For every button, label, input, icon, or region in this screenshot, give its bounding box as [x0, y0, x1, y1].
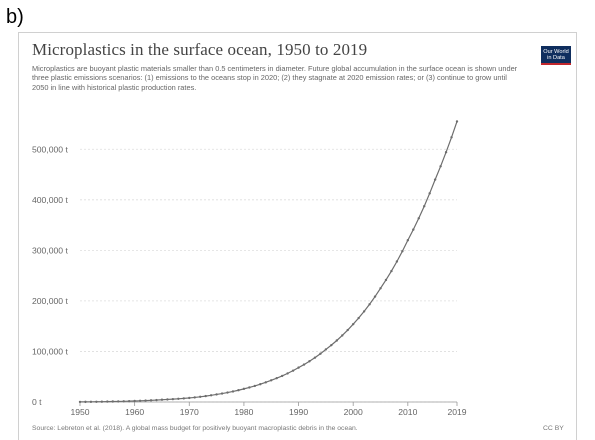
panel-label: b)	[6, 6, 24, 28]
our-world-in-data-logo[interactable]: Our World in Data	[541, 46, 571, 65]
series-point[interactable]	[138, 399, 142, 403]
series-point[interactable]	[127, 399, 131, 403]
series-point[interactable]	[89, 400, 93, 404]
series-point[interactable]	[275, 376, 278, 380]
series-point[interactable]	[324, 348, 328, 351]
y-tick-label: 100,000 t	[32, 346, 68, 356]
series-point[interactable]	[264, 381, 267, 384]
series-point[interactable]	[171, 397, 175, 401]
series-point[interactable]	[253, 384, 257, 388]
series-point[interactable]	[84, 400, 87, 404]
series-point[interactable]	[209, 394, 213, 397]
series-point[interactable]	[341, 334, 344, 337]
series-point[interactable]	[100, 400, 104, 403]
x-tick-label: 1960	[125, 407, 144, 417]
series-point[interactable]	[133, 399, 136, 403]
series-point[interactable]	[395, 260, 399, 263]
series-point[interactable]	[95, 400, 98, 403]
series-point[interactable]	[368, 303, 371, 306]
series-point[interactable]	[308, 360, 311, 363]
series-point[interactable]	[351, 322, 355, 326]
series-point[interactable]	[117, 400, 120, 403]
series-point[interactable]	[199, 395, 202, 398]
series-point[interactable]	[231, 390, 235, 393]
series-point[interactable]	[149, 399, 153, 402]
series-point[interactable]	[433, 178, 437, 181]
series-point[interactable]	[406, 239, 410, 242]
series-point[interactable]	[248, 386, 251, 389]
series-point[interactable]	[270, 379, 273, 382]
series-point[interactable]	[357, 316, 360, 320]
x-tick-label: 1980	[234, 407, 253, 417]
series-point[interactable]	[242, 387, 246, 391]
x-tick-label: 1990	[289, 407, 308, 417]
series-layer	[78, 120, 459, 404]
grid-layer	[80, 148, 457, 403]
series-point[interactable]	[259, 383, 262, 386]
series-point[interactable]	[313, 356, 317, 359]
logo-line-1: Our World	[543, 49, 569, 55]
y-tick-label: 400,000 t	[32, 195, 68, 205]
series-point[interactable]	[444, 151, 448, 154]
series-point[interactable]	[193, 396, 196, 399]
series-point[interactable]	[335, 339, 338, 342]
y-tick-label: 200,000 t	[32, 296, 68, 306]
chart-title: Microplastics in the surface ocean, 1950…	[32, 40, 368, 59]
x-tick-label: 1970	[180, 407, 199, 417]
x-tick-label: 2000	[344, 407, 363, 417]
series-point[interactable]	[330, 343, 333, 347]
series-point[interactable]	[346, 328, 349, 332]
series-point[interactable]	[237, 389, 240, 392]
series-point[interactable]	[401, 250, 404, 253]
series-point[interactable]	[144, 399, 147, 402]
series-point[interactable]	[204, 394, 207, 398]
series-point[interactable]	[302, 363, 306, 366]
series-point[interactable]	[390, 269, 393, 273]
series-point[interactable]	[450, 136, 453, 139]
series-point[interactable]	[412, 228, 415, 231]
logo-line-2: in Data	[547, 55, 565, 62]
series-point[interactable]	[280, 374, 284, 378]
series-point[interactable]	[177, 397, 180, 400]
series-point[interactable]	[78, 400, 82, 404]
series-point[interactable]	[417, 217, 420, 220]
series-point[interactable]	[455, 120, 459, 123]
x-tick-label: 1950	[70, 407, 89, 417]
y-tick-label: 300,000 t	[32, 245, 68, 255]
series-point[interactable]	[384, 278, 388, 282]
x-axis-ticks: 1950 1960 1970 1980 1990 2000 2010 2019	[70, 401, 467, 417]
series-point[interactable]	[428, 192, 431, 195]
series-point[interactable]	[182, 397, 186, 400]
series-point[interactable]	[423, 205, 426, 208]
series-point[interactable]	[291, 369, 295, 372]
x-tick-label: 2010	[398, 407, 417, 417]
series-point[interactable]	[160, 398, 164, 401]
y-tick-label: 500,000 t	[32, 144, 68, 154]
series-point[interactable]	[155, 398, 158, 402]
series-point[interactable]	[166, 398, 169, 401]
series-point[interactable]	[111, 400, 114, 403]
series-point[interactable]	[439, 165, 442, 168]
series-point[interactable]	[122, 400, 125, 403]
series-point[interactable]	[106, 400, 109, 403]
source-note[interactable]: Source: Lebreton et al. (2018). A global…	[32, 425, 358, 432]
series-point[interactable]	[286, 372, 289, 375]
series-point[interactable]	[188, 396, 191, 400]
series-point[interactable]	[379, 287, 382, 290]
series-point[interactable]	[226, 391, 229, 394]
series-point[interactable]	[319, 352, 322, 355]
series-point[interactable]	[373, 295, 377, 298]
series-point[interactable]	[362, 310, 366, 313]
license-note[interactable]: CC BY	[543, 425, 564, 432]
series-line	[79, 121, 458, 403]
chart-frame	[18, 32, 577, 440]
series-point[interactable]	[215, 393, 218, 396]
y-axis-ticks: 0 t 100,000 t 200,000 t 300,000 t 400,000 t 5…	[32, 144, 68, 407]
series-point[interactable]	[297, 366, 300, 369]
chart-subtitle: Microplastics are buoyant plastic materi…	[32, 64, 518, 92]
y-tick-label: 0 t	[32, 397, 42, 407]
x-tick-label: 2019	[447, 407, 466, 417]
series-point[interactable]	[220, 392, 224, 395]
